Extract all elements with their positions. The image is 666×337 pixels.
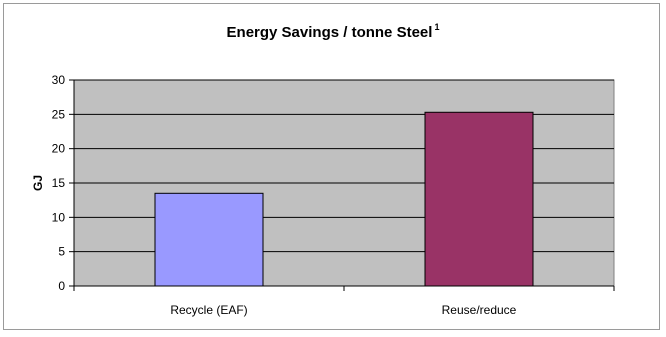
chart-title-text: Energy Savings / tonne Steel xyxy=(226,24,433,41)
y-tick-label: 5 xyxy=(58,245,65,259)
x-tick-label: Recycle (EAF) xyxy=(170,303,247,317)
y-tick-label: 0 xyxy=(58,279,65,293)
chart-title: Energy Savings / tonne Steel 1 xyxy=(0,22,666,41)
y-tick-label: 20 xyxy=(52,142,66,156)
y-tick-label: 25 xyxy=(52,107,66,121)
y-tick-label: 10 xyxy=(52,210,66,224)
bar xyxy=(154,192,264,287)
chart-title-superscript: 1 xyxy=(434,22,440,32)
y-axis-label: GJ xyxy=(31,175,45,191)
x-tick-label: Reuse/reduce xyxy=(442,303,517,317)
bar xyxy=(424,111,534,287)
y-tick-label: 15 xyxy=(52,176,66,190)
y-tick-label: 30 xyxy=(52,73,66,87)
